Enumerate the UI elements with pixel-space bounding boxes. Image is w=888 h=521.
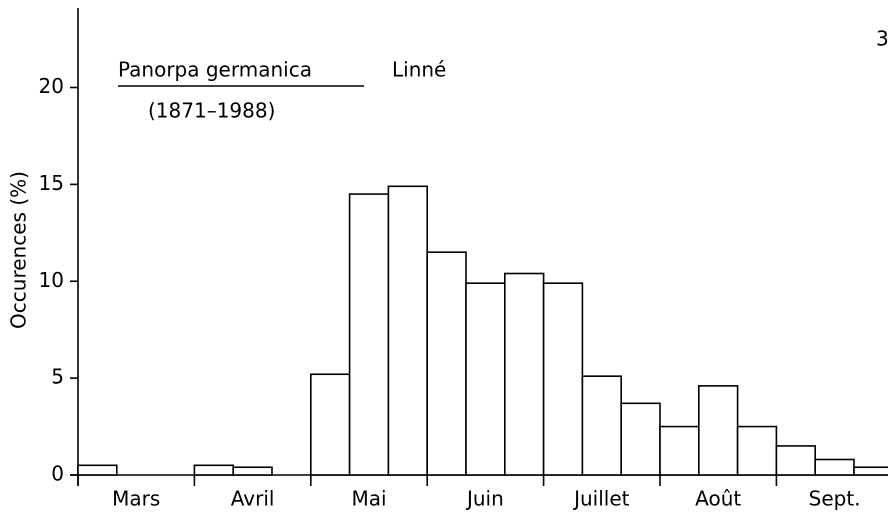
x-tick-label: Sept.	[809, 487, 861, 511]
annotation: 3	[876, 27, 888, 51]
bar	[697, 385, 739, 476]
y-tick-label: 10	[39, 268, 64, 292]
y-tick-label: 5	[51, 365, 64, 389]
x-tick-label: Juin	[465, 487, 504, 511]
bar	[503, 272, 545, 476]
bar	[814, 458, 855, 476]
chart-title: Panorpa germanica	[118, 58, 312, 82]
bar	[426, 251, 467, 476]
x-tick-label: Mai	[351, 487, 386, 511]
bar	[620, 402, 661, 476]
bar	[542, 282, 584, 476]
bar	[309, 373, 351, 476]
bar	[348, 193, 390, 476]
y-tick-label: 20	[39, 74, 64, 98]
x-tick-label: Juillet	[572, 487, 630, 511]
bar	[581, 375, 623, 476]
bar	[77, 464, 118, 476]
x-tick-label: Août	[695, 487, 741, 511]
bar	[775, 445, 817, 476]
bar	[736, 425, 778, 476]
x-tick-label: Mars	[112, 487, 160, 511]
x-tick-label: Avril	[231, 487, 275, 511]
bar	[853, 466, 888, 476]
subtitle: (1871–1988)	[148, 99, 275, 123]
bar	[465, 282, 506, 476]
y-tick-label: 0	[51, 462, 64, 486]
y-axis-label: Occurences (%)	[7, 171, 31, 329]
y-tick-label: 15	[39, 171, 64, 195]
bar	[232, 466, 273, 476]
bar	[387, 185, 428, 476]
bar	[659, 425, 700, 476]
bar	[193, 464, 234, 476]
author: Linné	[392, 58, 446, 82]
